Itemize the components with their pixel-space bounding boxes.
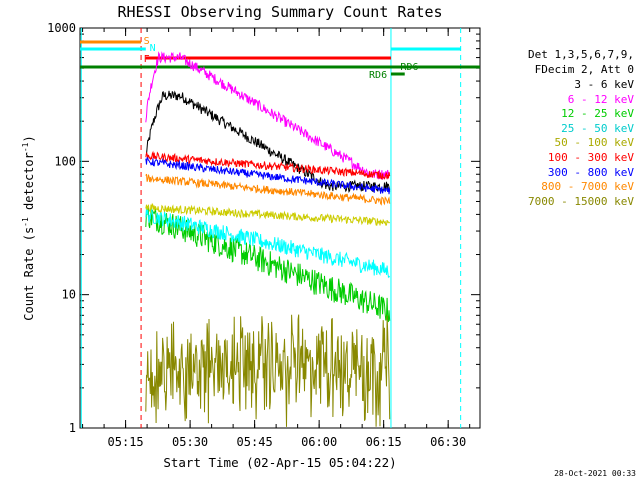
x-tick-label: 06:00 [301, 435, 337, 449]
series-line [145, 207, 391, 279]
y-tick-label: 10 [62, 288, 76, 302]
series-group [145, 51, 391, 427]
legend-header: Det 1,3,5,6,7,9, FDecim 2, Att 0 [528, 48, 634, 77]
y-label-exp: -1 [21, 217, 30, 227]
x-tick-label: 05:15 [108, 435, 144, 449]
legend-entry: 800 - 7000 keV [541, 180, 634, 194]
flag-label: S [144, 36, 150, 47]
legend: 3 - 6 keV 6 - 12 keV 12 - 25 keV 25 - 50… [528, 78, 634, 209]
y-label-prefix: Count Rate (s [22, 227, 36, 321]
y-label-exp-2: -1 [21, 142, 30, 152]
y-axis-label: Count Rate (s-1 detector-1) [21, 135, 36, 320]
series-line [145, 90, 391, 193]
series-line [145, 205, 391, 323]
series-line [145, 51, 391, 180]
legend-entry: 50 - 100 keV [554, 136, 634, 150]
series-line [145, 157, 391, 195]
flag-label: RD6 [369, 70, 387, 81]
series-line [145, 314, 391, 427]
y-label-end: ) [22, 135, 36, 142]
x-axis-label: Start Time (02-Apr-15 05:04:22) [163, 455, 396, 470]
series-line [145, 150, 391, 180]
flag-label: F [144, 54, 150, 65]
legend-entry: 7000 - 15000 keV [528, 194, 634, 208]
series-line [145, 173, 391, 206]
x-tick-label: 06:30 [430, 435, 466, 449]
y-tick-label: 1000 [47, 21, 76, 35]
legend-entry: 12 - 25 keV [561, 107, 634, 121]
x-tick-label: 05:30 [172, 435, 208, 449]
legend-entry: 6 - 12 keV [567, 92, 634, 106]
legend-entry: 300 - 800 keV [547, 165, 634, 179]
axes: 1 10 100 1000 05:15 05:30 05:45 06:00 06:15 06:30 [47, 21, 481, 449]
legend-entry: 3 - 6 keV [574, 78, 634, 91]
x-tick-label: 05:45 [237, 435, 273, 449]
plot-frame [79, 27, 481, 429]
flag-label: N [150, 43, 156, 54]
y-tick-label: 100 [54, 154, 76, 168]
flag-bars: SNF RD6 RD6 [80, 28, 480, 428]
flag-label: RD6 [400, 62, 418, 73]
x-tick-label: 06:15 [366, 435, 402, 449]
legend-header-line-1: Det 1,3,5,6,7,9, [528, 48, 634, 61]
legend-header-line-2: FDecim 2, Att 0 [534, 62, 634, 76]
timestamp: 28-Oct-2021 00:33 [554, 469, 636, 478]
legend-entry: 100 - 300 keV [547, 150, 634, 164]
y-tick-label: 1 [69, 421, 76, 435]
y-label-suffix: detector [22, 152, 36, 217]
series-line [145, 202, 391, 226]
chart-title: RHESSI Observing Summary Count Rates [117, 3, 442, 21]
legend-entry: 25 - 50 keV [561, 121, 634, 135]
